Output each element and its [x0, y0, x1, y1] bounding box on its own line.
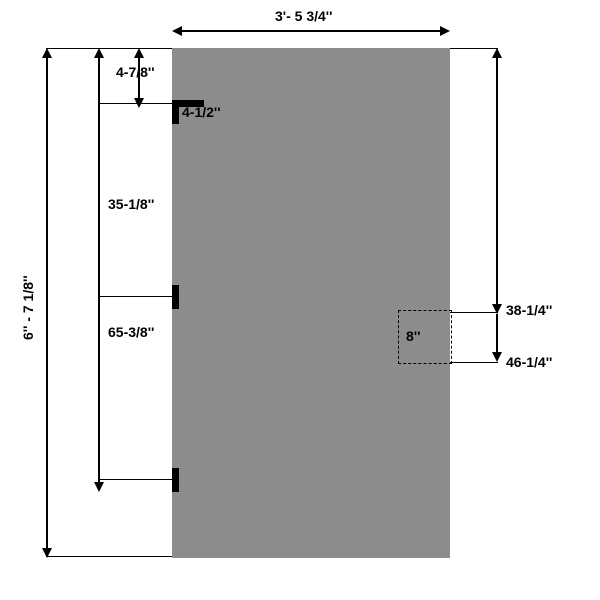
dim-478-arrow-t: [134, 48, 144, 58]
dim-top-line: [182, 30, 440, 32]
ext-top: [46, 48, 172, 49]
dim-h-overall-arrow-t: [42, 48, 52, 58]
label-4-7-8: 4-7/8'': [116, 64, 155, 80]
dim-r1-arrow-t: [492, 48, 502, 58]
notch-middle: [172, 285, 179, 309]
dim-478-arrow-b: [134, 98, 144, 108]
dim-h-overall-line: [46, 58, 48, 548]
dim-r2-stub: [496, 314, 498, 354]
cutout-label: 8'': [406, 328, 420, 344]
label-65-3-8: 65-3/8'': [108, 324, 154, 340]
label-38-1-4: 38-1/4'': [506, 302, 552, 318]
notch-top-vertical: [172, 100, 179, 124]
label-35-1-8: 35-1/8'': [108, 196, 154, 212]
dim-inner-line: [98, 58, 100, 482]
label-4-1-2: 4-1/2'': [182, 104, 221, 120]
ext-r-cut-top: [450, 312, 498, 313]
dim-top-arrow-r: [440, 26, 450, 36]
label-46-1-4: 46-1/4'': [506, 354, 552, 370]
door-panel: [172, 48, 450, 558]
ext-r-cut-bot: [450, 362, 498, 363]
dimension-diagram: 8'' 3'- 5 3/4'' 6'' - 7 1/8'' 4-7/8'' 4-…: [0, 0, 600, 600]
dim-r1-line: [496, 58, 498, 304]
notch-bottom: [172, 468, 179, 492]
dim-inner-arrow-t: [94, 48, 104, 58]
dim-top-label: 3'- 5 3/4'': [275, 8, 332, 24]
dim-inner-arrow-b: [94, 482, 104, 492]
dim-top-arrow-l: [172, 26, 182, 36]
tick-3: [98, 479, 172, 480]
dim-h-overall-label: 6'' - 7 1/8'': [20, 275, 36, 340]
tick-2: [98, 296, 172, 297]
ext-bottom: [46, 556, 172, 557]
ext-r-top: [450, 48, 498, 49]
